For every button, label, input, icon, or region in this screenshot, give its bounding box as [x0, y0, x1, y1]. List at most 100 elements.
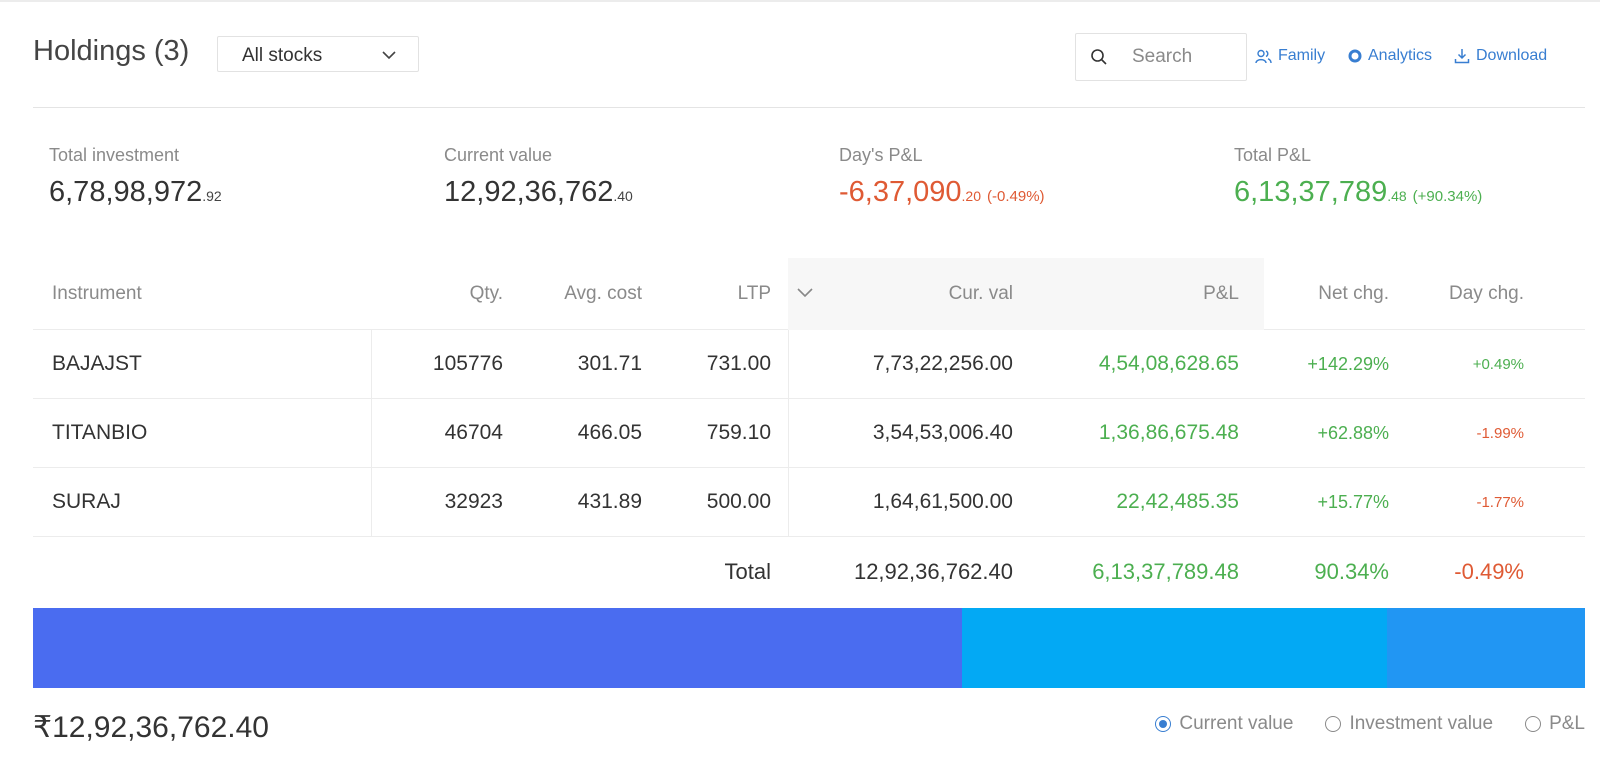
qty-value: 32923 — [444, 490, 503, 513]
cur-val-value: 3,54,53,006.40 — [872, 421, 1013, 444]
total-pnl-int: 6,13,37,789 — [1234, 176, 1388, 208]
pnl-value: 4,54,08,628.65 — [1098, 352, 1239, 375]
table-row[interactable]: BAJAJST 105776 301.71 731.00 7,73,22,256… — [33, 330, 1585, 399]
total-investment-dec: .92 — [202, 188, 222, 204]
col-pnl[interactable]: P&L — [1203, 282, 1239, 304]
cur-val-value: 1,64,61,500.00 — [872, 490, 1013, 513]
allocation-mode-selector: Current value Investment value P&L — [1155, 713, 1585, 735]
column-divider — [371, 330, 372, 398]
col-day-chg[interactable]: Day chg. — [1449, 282, 1524, 304]
allocation-bar — [33, 608, 1585, 688]
analytics-icon — [1348, 49, 1362, 63]
net-chg-value: +15.77% — [1317, 491, 1389, 512]
current-value-int: 12,92,36,762 — [444, 176, 614, 208]
allocation-segment-suraj[interactable] — [1387, 608, 1585, 688]
days-pnl-int: -6,37,090 — [839, 176, 962, 208]
total-investment-int: 6,78,98,972 — [49, 176, 203, 208]
net-chg-value: +142.29% — [1307, 353, 1389, 374]
radio-label: Current value — [1179, 713, 1294, 734]
days-pnl-pct: (-0.49%) — [987, 188, 1045, 205]
total-pnl-stat: Total P&L 6,13,37,789.48 (+90.34%) — [1234, 145, 1482, 209]
header-divider — [33, 107, 1585, 108]
total-pnl-dec: .48 — [1387, 188, 1407, 204]
table-header-row: Instrument Qty. Avg. cost LTP Cur. val P… — [33, 258, 1585, 330]
days-pnl-label: Day's P&L — [839, 145, 923, 165]
top-border — [0, 0, 1600, 2]
col-avg-cost[interactable]: Avg. cost — [564, 282, 642, 304]
instrument-name: SURAJ — [52, 490, 121, 513]
total-pnl-value: 6,13,37,789.48 (+90.34%) — [1234, 176, 1482, 209]
download-link[interactable]: Download — [1454, 47, 1547, 65]
day-chg-value: +0.49% — [1472, 355, 1524, 373]
allocation-segment-titanbio[interactable] — [961, 608, 1388, 688]
days-pnl-dec: .20 — [961, 188, 982, 204]
stock-filter-dropdown[interactable]: All stocks — [217, 36, 419, 72]
radio-label: Investment value — [1349, 713, 1494, 734]
analytics-link[interactable]: Analytics — [1348, 47, 1432, 65]
radio-label: P&L — [1549, 713, 1585, 734]
allocation-total-value: ₹12,92,36,762.40 — [33, 711, 269, 744]
total-investment-stat: Total investment 6,78,98,972.92 — [49, 145, 222, 209]
radio-unselected-icon — [1325, 716, 1342, 732]
download-icon — [1454, 49, 1470, 64]
radio-selected-icon — [1155, 716, 1172, 732]
days-pnl-stat: Day's P&L -6,37,090.20 (-0.49%) — [839, 145, 1045, 209]
ltp-value: 731.00 — [706, 352, 771, 375]
column-divider — [371, 468, 372, 536]
pnl-value: 22,42,485.35 — [1116, 490, 1239, 513]
ltp-value: 500.00 — [706, 490, 771, 513]
table-row[interactable]: SURAJ 32923 431.89 500.00 1,64,61,500.00… — [33, 468, 1585, 537]
col-instrument[interactable]: Instrument — [52, 282, 142, 304]
current-value-stat: Current value 12,92,36,762.40 — [444, 145, 633, 209]
col-ltp[interactable]: LTP — [737, 282, 771, 304]
ltp-value: 759.10 — [706, 421, 771, 444]
col-qty[interactable]: Qty. — [469, 282, 503, 304]
total-day-chg: -0.49% — [1454, 558, 1524, 584]
days-pnl-value: -6,37,090.20 (-0.49%) — [839, 176, 1045, 209]
analytics-label: Analytics — [1368, 47, 1433, 64]
family-link[interactable]: Family — [1255, 47, 1325, 65]
qty-value: 105776 — [432, 352, 503, 375]
table-row[interactable]: TITANBIO 46704 466.05 759.10 3,54,53,006… — [33, 399, 1585, 468]
search-icon — [1091, 49, 1107, 65]
instrument-name: TITANBIO — [52, 421, 148, 444]
avg-cost-value: 466.05 — [577, 421, 642, 444]
current-value-value: 12,92,36,762.40 — [444, 176, 633, 209]
qty-value: 46704 — [444, 421, 503, 444]
col-cur-val[interactable]: Cur. val — [948, 282, 1013, 304]
total-investment-label: Total investment — [49, 145, 180, 165]
radio-investment-value[interactable]: Investment value — [1325, 713, 1493, 735]
chevron-down-icon — [382, 51, 396, 60]
table-total-row: Total 12,92,36,762.40 6,13,37,789.48 90.… — [33, 537, 1585, 606]
holdings-header: Holdings (3) All stocks Family Analytics… — [33, 33, 1585, 81]
holdings-table: Instrument Qty. Avg. cost LTP Cur. val P… — [33, 258, 1585, 606]
avg-cost-value: 431.89 — [577, 490, 642, 513]
family-icon — [1255, 49, 1272, 63]
download-label: Download — [1476, 47, 1548, 64]
family-label: Family — [1278, 47, 1326, 64]
cur-val-value: 7,73,22,256.00 — [872, 352, 1013, 375]
page-title: Holdings (3) — [33, 35, 190, 67]
total-cur-val: 12,92,36,762.40 — [853, 558, 1013, 584]
day-chg-value: -1.99% — [1476, 424, 1524, 442]
pnl-value: 1,36,86,675.48 — [1098, 421, 1239, 444]
total-pnl: 6,13,37,789.48 — [1092, 558, 1239, 584]
total-net-chg: 90.34% — [1314, 558, 1389, 584]
radio-pnl[interactable]: P&L — [1525, 713, 1585, 735]
sorted-columns-highlight — [788, 258, 1264, 330]
radio-current-value[interactable]: Current value — [1155, 713, 1293, 735]
allocation-segment-bajajst[interactable] — [33, 608, 962, 688]
column-divider — [788, 330, 789, 398]
search-input[interactable] — [1132, 44, 1236, 70]
column-divider — [788, 468, 789, 536]
search-box[interactable] — [1075, 33, 1247, 81]
avg-cost-value: 301.71 — [577, 352, 642, 375]
sort-chevron-icon[interactable] — [797, 288, 813, 298]
total-investment-value: 6,78,98,972.92 — [49, 176, 222, 209]
total-label: Total — [724, 558, 771, 584]
instrument-name: BAJAJST — [52, 352, 142, 375]
col-net-chg[interactable]: Net chg. — [1318, 282, 1389, 304]
column-divider — [788, 399, 789, 467]
stock-filter-value: All stocks — [242, 45, 323, 66]
total-pnl-label: Total P&L — [1234, 145, 1312, 165]
